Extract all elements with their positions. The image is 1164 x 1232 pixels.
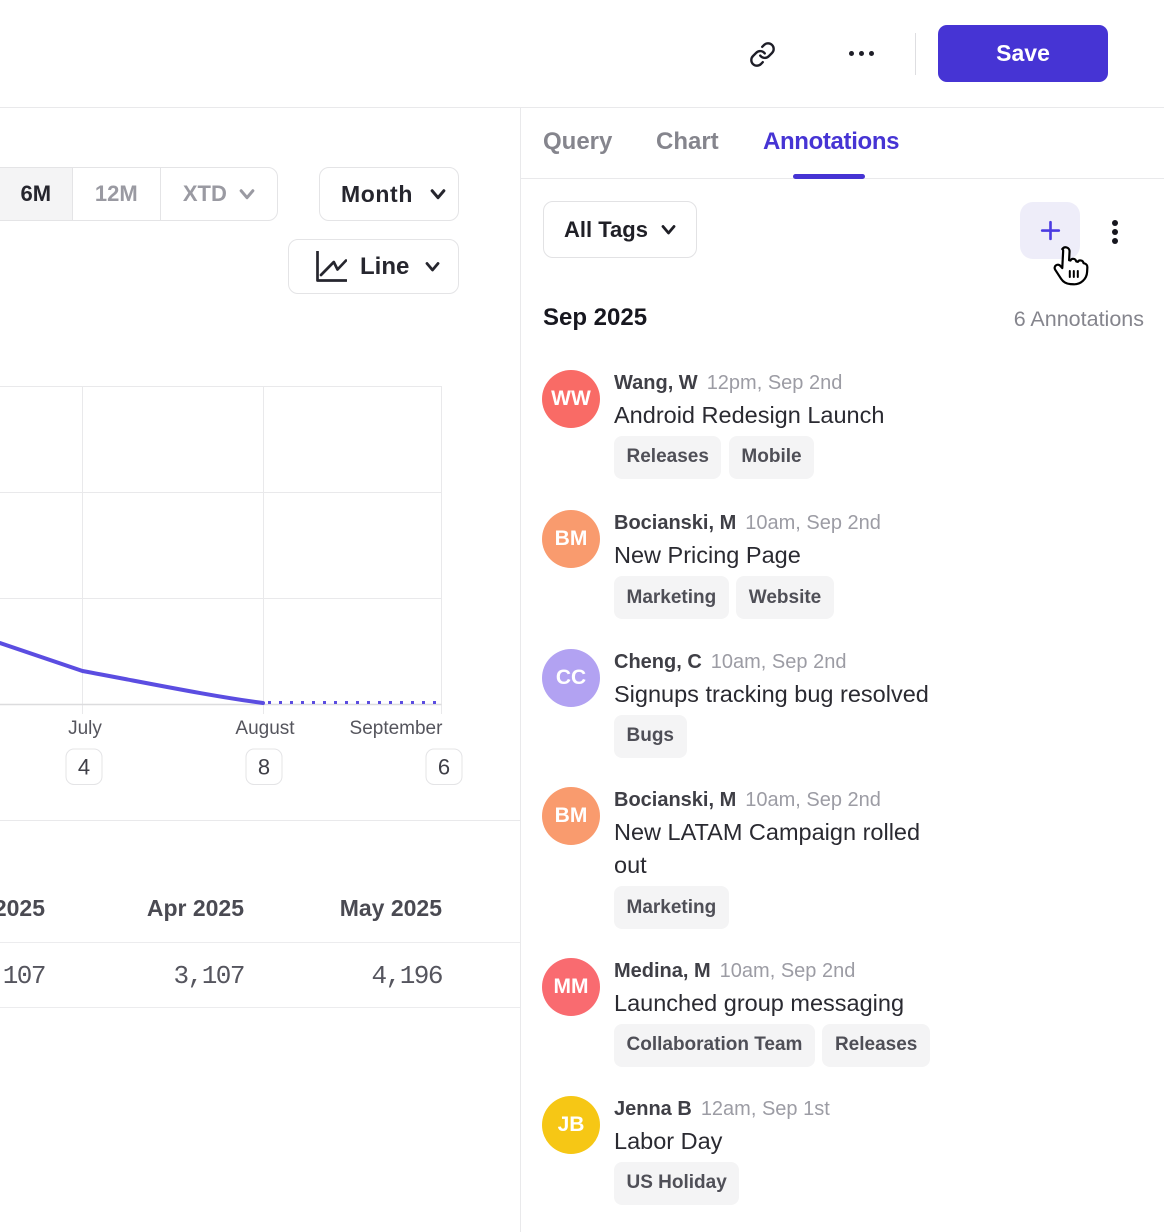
svg-text:8: 8 — [258, 755, 270, 780]
svg-text:July: July — [68, 718, 102, 739]
svg-text:4: 4 — [78, 755, 90, 780]
svg-text:August: August — [235, 718, 295, 739]
svg-text:6: 6 — [438, 755, 450, 780]
svg-text:September: September — [350, 718, 444, 739]
